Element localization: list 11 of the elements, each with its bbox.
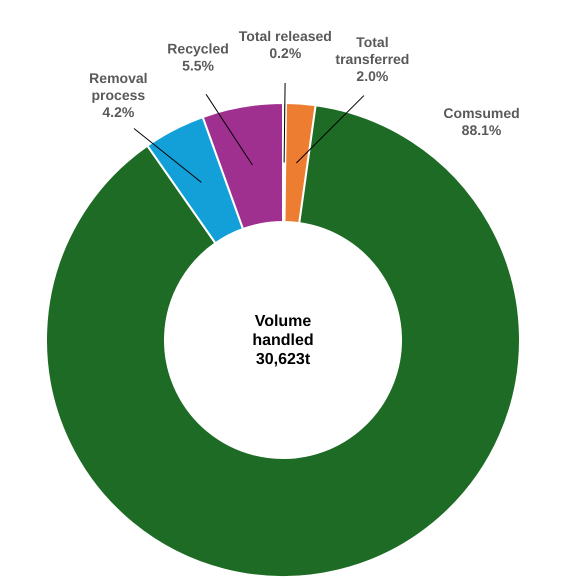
data-label: 5.5% (182, 58, 215, 74)
data-label: 88.1% (462, 122, 502, 138)
data-label: 4.2% (102, 104, 135, 120)
slice-label: Total released (238, 28, 332, 44)
data-label: 0.2% (269, 45, 302, 62)
slice-label: Total transferred (335, 34, 410, 67)
slice-label: Comsumed (443, 104, 520, 121)
text: Volume handled 30,623t (252, 313, 314, 368)
data-label: 2.0% (356, 68, 389, 84)
slice-label: Removal process (89, 70, 148, 104)
slice-label: Recycled (167, 40, 229, 56)
